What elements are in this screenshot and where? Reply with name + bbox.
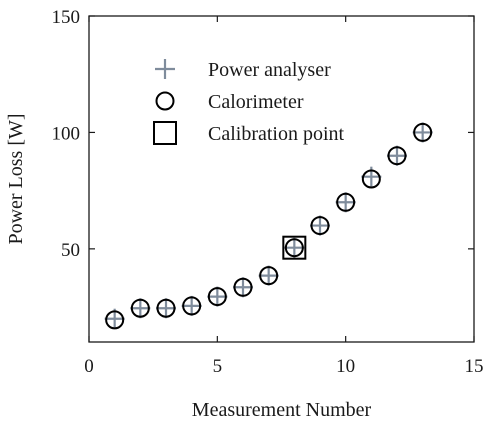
- plus-point-7: [258, 265, 279, 286]
- circle-point-9: [310, 216, 330, 236]
- circle-point-5: [207, 287, 227, 307]
- plus-point-6: [233, 277, 253, 298]
- x-axis-label: Measurement Number: [192, 399, 372, 421]
- circle-point-1: [105, 310, 125, 330]
- legend-plus-marker: [155, 59, 175, 79]
- circle-point-2: [130, 298, 150, 318]
- plus-point-13: [412, 122, 433, 143]
- data-series: [104, 122, 433, 330]
- square-point-1: [282, 235, 307, 260]
- plus-point-5: [207, 286, 228, 307]
- x-tick-label-1: 5: [213, 356, 223, 377]
- circle-point-13: [413, 122, 433, 142]
- series-circle: [105, 122, 433, 330]
- y-tick-label-1: 100: [52, 123, 81, 144]
- x-tick-label-0: 0: [84, 356, 94, 377]
- plus-point-8: [284, 237, 305, 258]
- plus-point-9: [310, 215, 330, 236]
- x-tick-label-2: 10: [336, 356, 355, 377]
- plus-point-12: [387, 145, 407, 166]
- series-square: [282, 235, 307, 260]
- y-axis-label: Power Loss [W]: [5, 113, 27, 244]
- circle-point-10: [336, 192, 356, 212]
- legend-circle-marker: [155, 91, 175, 111]
- legend-label-square: Calibration point: [208, 123, 345, 145]
- legend: Power analyser Calorimeter Calibration poi…: [153, 59, 345, 145]
- plus-point-3: [156, 298, 176, 319]
- plus-point-10: [335, 192, 356, 213]
- plus-point-4: [181, 295, 202, 316]
- circle-point-4: [182, 296, 202, 316]
- circle-point-3: [156, 298, 176, 318]
- y-tick-label-2: 150: [52, 7, 81, 28]
- axis-ticks: 0 5 10 15 50 100 150: [52, 7, 484, 377]
- circle-point-7: [259, 266, 279, 286]
- plus-point-2: [130, 298, 151, 319]
- plot-frame: [88, 15, 475, 343]
- plot-area-border: [88, 15, 475, 343]
- x-tick-label-3: 15: [465, 356, 484, 377]
- series-plus: [104, 122, 433, 329]
- legend-square-marker: [153, 121, 177, 145]
- circle-point-12: [387, 146, 407, 166]
- legend-label-circle: Calorimeter: [208, 91, 304, 113]
- legend-label-plus: Power analyser: [208, 59, 331, 81]
- circle-point-11: [361, 169, 381, 189]
- y-tick-label-0: 50: [61, 240, 80, 261]
- circle-point-6: [233, 277, 253, 297]
- circle-point-8: [284, 238, 304, 258]
